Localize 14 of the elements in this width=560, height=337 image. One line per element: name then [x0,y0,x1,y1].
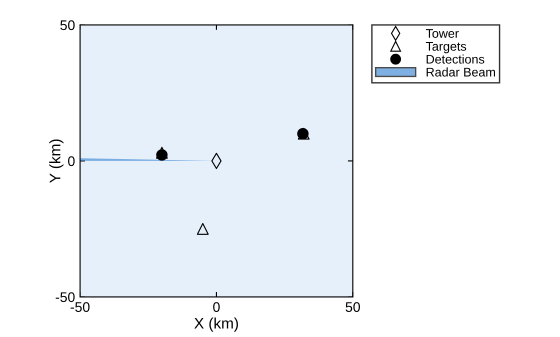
legend-label: Detections [426,54,484,64]
x-tick-label: 50 [346,302,360,312]
x-tick-label: -50 [70,302,90,312]
y-tick-label: -50 [56,292,75,302]
point [156,146,168,159]
y-tick-label: 0 [68,156,75,166]
legend-label: Radar Beam [426,67,495,77]
point [196,222,209,235]
y-axis-title: Y (km) [49,140,64,183]
legend-label: Targets [426,42,466,54]
x-tick-label: 0 [213,302,220,312]
x-axis-title: X (km) [194,317,238,332]
y-tick-label: 50 [60,20,75,30]
legend-label: Tower [426,29,459,38]
